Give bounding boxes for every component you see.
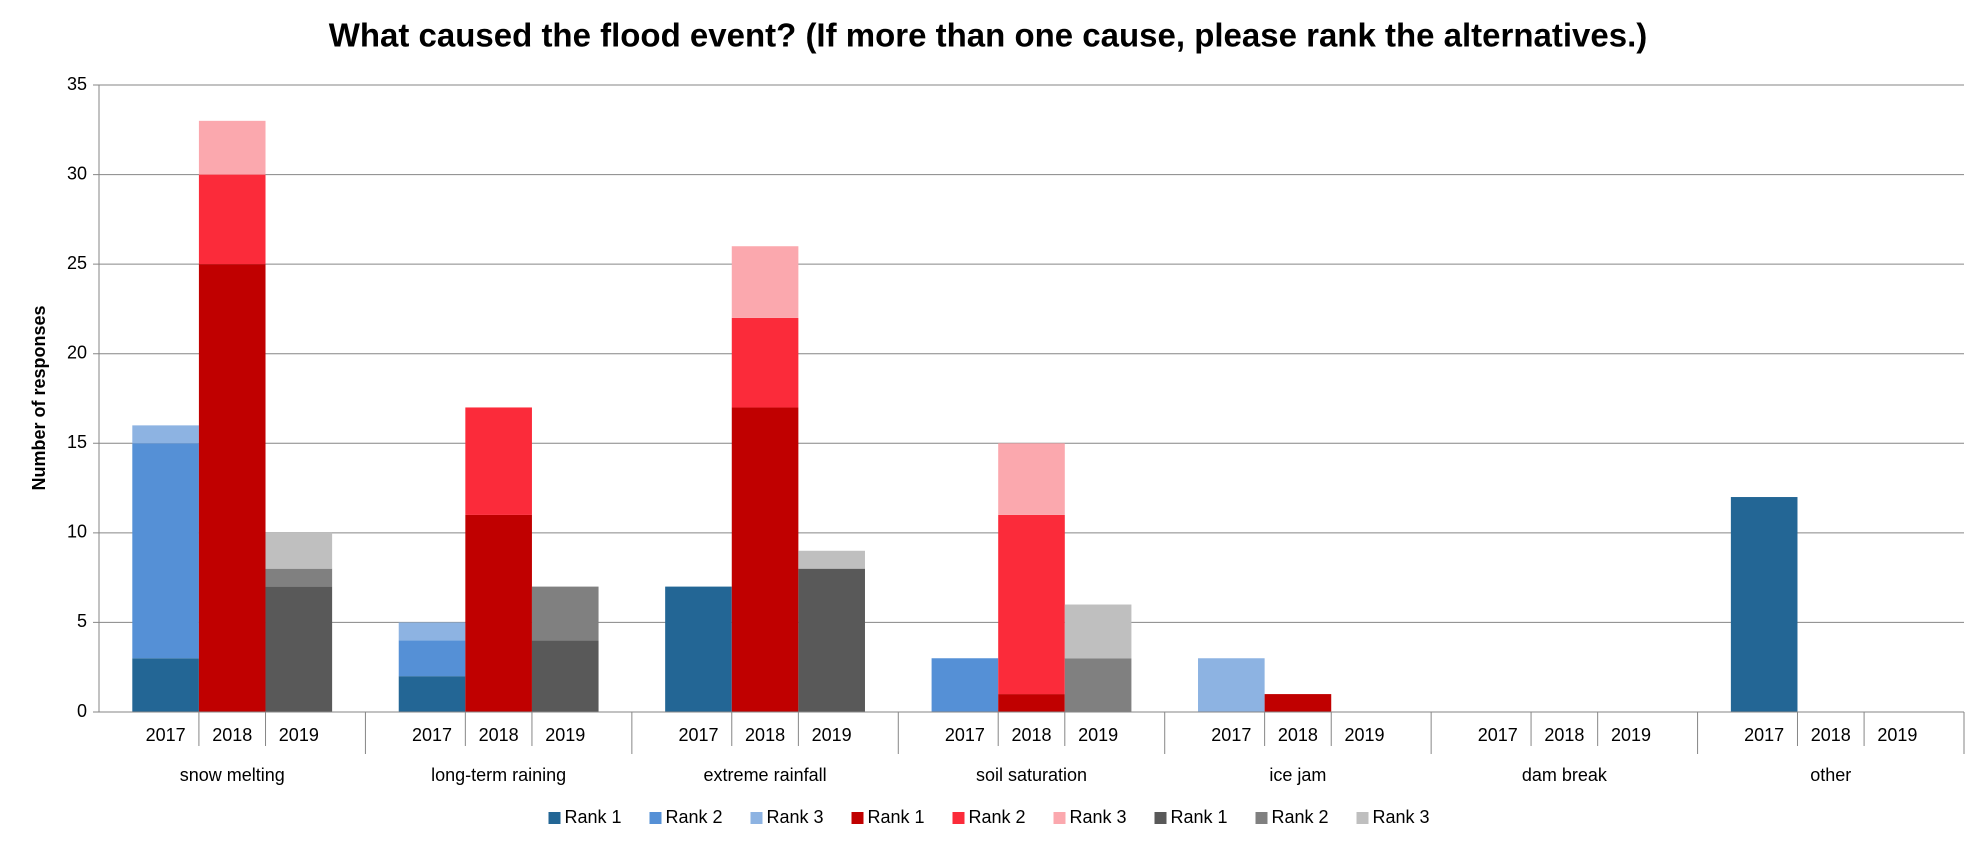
bar-segment [998,694,1065,712]
category-label: dam break [1522,765,1608,785]
legend-label: Rank 3 [1373,807,1430,827]
category-label: other [1810,765,1851,785]
bar-segment [132,658,199,712]
stack-label: 2019 [812,725,852,745]
legend-label: Rank 1 [868,807,925,827]
bar-segment [798,568,865,712]
bar-segment [665,586,732,712]
category-label: extreme rainfall [704,765,827,785]
legend-label: Rank 1 [565,807,622,827]
legend-label: Rank 2 [666,807,723,827]
bar-segment [1264,694,1332,712]
legend-label: Rank 3 [767,807,824,827]
category-label: soil saturation [976,765,1087,785]
bar-segment [265,568,333,587]
y-tick-label: 25 [67,253,87,273]
stack-label: 2018 [479,725,519,745]
stack-label: 2017 [945,725,985,745]
stack-label: 2018 [1811,725,1851,745]
stack-label: 2017 [146,725,186,745]
stack-label: 2017 [678,725,718,745]
stack-label: 2019 [1877,725,1917,745]
stack-label: 2018 [1544,725,1584,745]
bar-segment [398,640,466,677]
y-tick-label: 35 [67,74,87,94]
category-label: ice jam [1269,765,1326,785]
y-tick-label: 15 [67,432,87,452]
stack-label: 2019 [1345,725,1385,745]
legend-label: Rank 1 [1171,807,1228,827]
legend-swatch [1154,812,1167,824]
bar-segment [198,264,266,712]
bar-segment [198,120,266,175]
bar-segment [398,622,466,641]
bar-segment [1064,658,1132,712]
legend-swatch [952,812,965,824]
legend-swatch [750,812,763,824]
bar-segment [1198,658,1265,712]
chart-title: What caused the flood event? (If more th… [329,17,1648,54]
y-tick-label: 5 [77,611,87,631]
bar-segment [1730,497,1798,712]
stack-label: 2018 [1011,725,1051,745]
legend-swatch [649,812,662,824]
bar-segment [398,676,466,712]
bar-segment [931,658,999,712]
bar-segment [198,174,266,265]
legend-swatch [548,812,561,824]
bar-segment [731,246,799,318]
stack-label: 2019 [279,725,319,745]
legend-swatch [851,812,864,824]
stack-label: 2019 [1611,725,1651,745]
stack-label: 2017 [1744,725,1784,745]
bar-segment [531,640,599,712]
y-axis-title: Number of responses [29,305,49,490]
stack-label: 2017 [1211,725,1251,745]
stack-label: 2017 [1478,725,1518,745]
bar-segment [132,443,199,659]
bar-segment [731,407,799,712]
legend-swatch [1053,812,1066,824]
legend-label: Rank 2 [969,807,1026,827]
bar-segment [265,586,333,712]
stack-label: 2018 [1278,725,1318,745]
stack-label: 2018 [212,725,252,745]
bar-segment [132,425,199,444]
y-tick-label: 20 [67,342,87,362]
legend-swatch [1255,812,1268,824]
bar-segment [998,443,1065,515]
bar-segment [531,586,599,641]
stack-label: 2017 [412,725,452,745]
category-label: long-term raining [431,765,566,785]
bar-segment [265,532,333,569]
bar-segment [731,317,799,408]
legend-label: Rank 3 [1070,807,1127,827]
legend-label: Rank 2 [1272,807,1329,827]
stack-label: 2018 [745,725,785,745]
bar-segment [465,407,532,515]
stack-label: 2019 [545,725,585,745]
stack-label: 2019 [1078,725,1118,745]
bar-segment [998,514,1065,695]
bar-segment [1064,604,1132,659]
legend-swatch [1356,812,1369,824]
category-label: snow melting [180,765,285,785]
y-tick-label: 10 [67,522,87,542]
bar-segment [798,550,865,569]
y-tick-label: 0 [77,701,87,721]
y-tick-label: 30 [67,163,87,183]
bar-segment [465,514,532,712]
